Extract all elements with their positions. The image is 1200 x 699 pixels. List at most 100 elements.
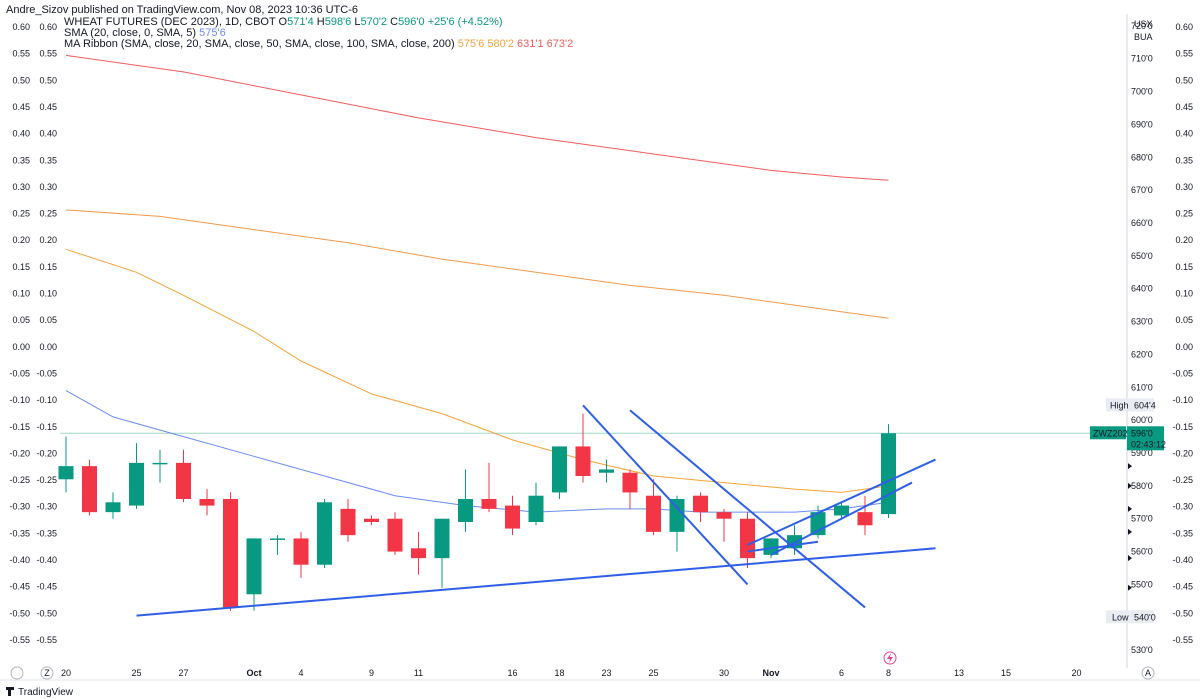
candle-body[interactable] bbox=[669, 499, 685, 532]
time-tick-label: 9 bbox=[369, 668, 374, 678]
candle-body[interactable] bbox=[834, 505, 849, 516]
trendline[interactable] bbox=[629, 409, 866, 609]
alert-marker-icon[interactable] bbox=[1128, 482, 1132, 489]
candle-body[interactable] bbox=[552, 446, 567, 493]
candle-body[interactable] bbox=[340, 508, 356, 536]
brand-name: TradingView bbox=[18, 687, 74, 698]
left-axis-tick-label: -0.25 bbox=[9, 475, 30, 485]
candle-body[interactable] bbox=[646, 495, 661, 532]
sma-value: 575'6 bbox=[199, 27, 226, 39]
candle-body[interactable] bbox=[622, 472, 638, 493]
trendline[interactable] bbox=[747, 540, 819, 553]
alert-marker-icon[interactable] bbox=[1128, 584, 1132, 591]
left-axis-tick-label: 0.45 bbox=[12, 102, 30, 112]
left-axis-tick-label: 0.30 bbox=[12, 182, 30, 192]
right-axis-tick-label: -0.55 bbox=[1172, 635, 1193, 645]
candle-body[interactable] bbox=[270, 538, 285, 540]
left-axis-tick-label-2: 0.45 bbox=[39, 102, 57, 112]
left-axis-tick-label-2: 0.10 bbox=[39, 289, 57, 299]
trendline[interactable] bbox=[747, 458, 936, 546]
left-axis-tick-label: 0.00 bbox=[12, 342, 30, 352]
candle-body[interactable] bbox=[575, 446, 591, 476]
candle-body[interactable] bbox=[763, 538, 779, 555]
zoom-button-icon[interactable] bbox=[40, 666, 54, 680]
price-tick-label: 530'0 bbox=[1131, 645, 1153, 655]
alert-marker-icon[interactable] bbox=[1128, 528, 1132, 535]
left-axis-tick-label-2: 0.50 bbox=[39, 75, 57, 85]
ma100-line bbox=[65, 209, 889, 319]
candle-body[interactable] bbox=[199, 499, 215, 506]
left-axis-tick-label-2: 0.40 bbox=[39, 129, 57, 139]
lightning-icon bbox=[887, 653, 893, 663]
right-axis-tick-label: 0.40 bbox=[1175, 129, 1193, 139]
low-value: 570'2 bbox=[360, 16, 390, 28]
right-axis-tick-label: 0.15 bbox=[1175, 262, 1193, 272]
candle-body[interactable] bbox=[317, 502, 332, 565]
right-axis-tick-label: 0.05 bbox=[1175, 315, 1193, 325]
time-tick-label: 11 bbox=[414, 668, 423, 678]
price-tick-label: 560'0 bbox=[1131, 547, 1153, 557]
high-value-text: 604'4 bbox=[1134, 400, 1156, 410]
alert-marker-icon[interactable] bbox=[1128, 555, 1132, 562]
candle-body[interactable] bbox=[411, 548, 426, 559]
ribbon-label: MA Ribbon (SMA, close, 20, SMA, close, 5… bbox=[64, 38, 458, 50]
candle-body[interactable] bbox=[82, 466, 97, 513]
close-value: 596'0 bbox=[398, 16, 428, 28]
zoom-button-label: Z bbox=[44, 668, 50, 678]
event-icon[interactable] bbox=[883, 651, 897, 665]
left-axis-tick-label-2: 0.55 bbox=[39, 49, 57, 59]
right-axis-tick-label: -0.30 bbox=[1172, 502, 1193, 512]
left-axis-tick-label-2: -0.25 bbox=[36, 475, 57, 485]
price-tick-label: 600'0 bbox=[1131, 415, 1153, 425]
time-tick-label: 13 bbox=[954, 668, 964, 678]
alert-marker-icon[interactable] bbox=[1128, 505, 1132, 512]
candle-body[interactable] bbox=[740, 518, 755, 559]
time-tick-label: 15 bbox=[1001, 668, 1011, 678]
trendline[interactable] bbox=[582, 404, 749, 586]
candle-body[interactable] bbox=[481, 499, 497, 509]
candle-body[interactable] bbox=[693, 495, 708, 513]
time-tick-label: 16 bbox=[507, 668, 517, 678]
candle-body[interactable] bbox=[881, 433, 896, 515]
trendline[interactable] bbox=[770, 481, 913, 556]
candle-body[interactable] bbox=[223, 499, 238, 608]
candle-body[interactable] bbox=[176, 462, 191, 499]
left-axis-tick-label-2: -0.35 bbox=[36, 528, 57, 538]
symbol-tag-box bbox=[1090, 426, 1126, 440]
candle-body[interactable] bbox=[129, 462, 144, 506]
price-tick-label: 650'0 bbox=[1131, 251, 1153, 261]
price-tick-label: 710'0 bbox=[1131, 54, 1153, 64]
candle-body[interactable] bbox=[716, 512, 732, 519]
auto-scale-button-icon[interactable] bbox=[1141, 666, 1155, 680]
candle-body[interactable] bbox=[528, 495, 544, 522]
right-axis-tick-label: 0.25 bbox=[1175, 209, 1193, 219]
candle-body[interactable] bbox=[105, 502, 121, 513]
timezone-button-icon[interactable] bbox=[10, 666, 24, 680]
right-axis-tick-label: 0.50 bbox=[1175, 75, 1193, 85]
price-tick-label: 610'0 bbox=[1131, 382, 1153, 392]
candle-body[interactable] bbox=[458, 499, 473, 522]
left-axis-tick-label-2: -0.15 bbox=[36, 422, 57, 432]
right-axis-tick-label: 0.45 bbox=[1175, 102, 1193, 112]
candle-body[interactable] bbox=[857, 512, 873, 526]
candle-body[interactable] bbox=[152, 462, 168, 465]
candle-body[interactable] bbox=[246, 538, 262, 595]
left-axis-tick-label-2: 0.25 bbox=[39, 209, 57, 219]
candle-body[interactable] bbox=[364, 518, 379, 522]
right-axis-tick-label: 0.10 bbox=[1175, 289, 1193, 299]
alert-marker-icon[interactable] bbox=[1128, 463, 1132, 470]
candle-body[interactable] bbox=[293, 538, 309, 565]
left-axis-tick-label: -0.30 bbox=[9, 502, 30, 512]
tradingview-logo-icon bbox=[6, 687, 14, 696]
time-tick-label: Nov bbox=[762, 668, 779, 678]
trendline[interactable] bbox=[136, 547, 936, 617]
price-tick-label: 690'0 bbox=[1131, 119, 1153, 129]
candle-body[interactable] bbox=[434, 518, 450, 559]
candle-body[interactable] bbox=[387, 518, 403, 552]
candle-body[interactable] bbox=[58, 466, 74, 480]
left-axis-tick-label: 0.55 bbox=[12, 49, 30, 59]
candle-body[interactable] bbox=[505, 505, 520, 529]
candle-body[interactable] bbox=[599, 469, 614, 473]
high-label-box bbox=[1106, 398, 1154, 412]
